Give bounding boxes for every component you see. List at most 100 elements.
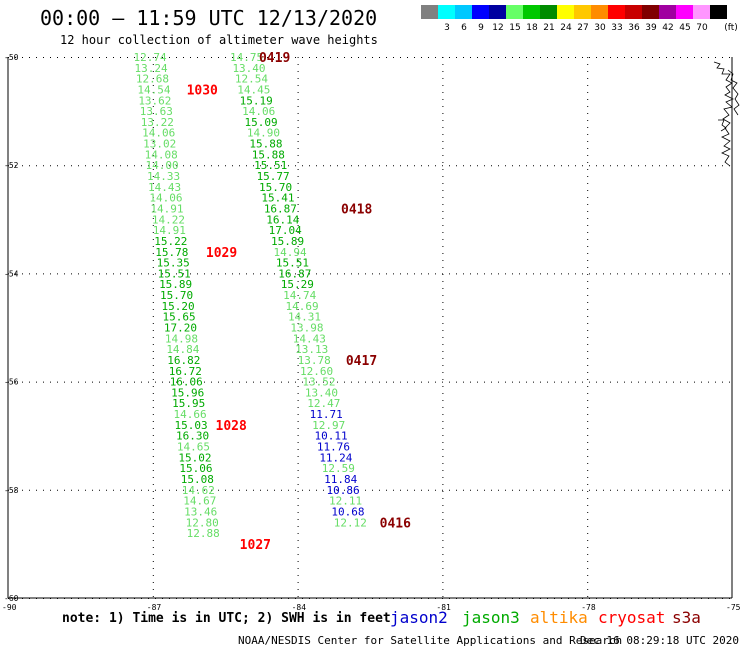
wave-height-value: 15.03 [175, 419, 208, 432]
scale-swatch [693, 5, 710, 19]
wave-height-value: 13.24 [134, 62, 167, 75]
wave-height-value: 16.30 [176, 430, 209, 443]
wave-height-value: 15.51 [276, 257, 309, 270]
wave-height-value: 14.22 [152, 213, 185, 226]
wave-height-value: 12.60 [300, 365, 333, 378]
wave-height-value: 14.43 [293, 332, 326, 345]
wave-height-value: 13.40 [232, 62, 265, 75]
wave-height-value: 15.65 [162, 311, 195, 324]
wave-height-value: 14.45 [237, 83, 270, 96]
wave-height-value: 15.08 [181, 473, 214, 486]
wave-height-value: 11.76 [317, 441, 350, 454]
wave-height-value: 16.14 [266, 213, 299, 226]
wave-height-value: 15.95 [172, 397, 205, 410]
wave-height-value: 12.11 [329, 495, 362, 508]
lon-label: -75 [726, 603, 740, 612]
scale-label: 45 [679, 23, 691, 33]
scale-swatch [557, 5, 574, 19]
scale-label: 39 [645, 23, 657, 33]
wave-height-value: 11.24 [319, 451, 352, 464]
wave-height-value: 15.51 [158, 267, 191, 280]
wave-height-value: 14.08 [145, 148, 178, 161]
scale-swatch [608, 5, 625, 19]
wave-height-value: 12.88 [187, 527, 220, 540]
pass-time-label: 1030 [187, 83, 218, 98]
lat-lon-grid [7, 57, 733, 599]
wave-height-value: 15.35 [157, 257, 190, 270]
scale-swatch [421, 5, 438, 19]
wave-height-value: 15.70 [160, 289, 193, 302]
wave-height-value: 15.77 [257, 170, 290, 183]
scale-swatch [489, 5, 506, 19]
wave-height-value: 13.02 [143, 138, 176, 151]
wave-height-value: 11.71 [310, 408, 343, 421]
pass-time-label: 1029 [206, 246, 237, 261]
wave-height-value: 14.43 [148, 181, 181, 194]
wave-height-value: 15.20 [161, 300, 194, 313]
wave-height-value: 14.06 [242, 105, 275, 118]
wave-height-value: 12.68 [136, 73, 169, 86]
lat-label: -56 [4, 378, 19, 387]
scale-label: 12 [492, 23, 504, 33]
wave-height-value: 15.96 [171, 386, 204, 399]
pass-time-label: 0418 [341, 202, 372, 217]
axis-labels: -50 -52 -54 -56 -58 -60-90 -87 -84 -81 -78 -75 [2, 53, 740, 612]
wave-height-value: 15.09 [245, 116, 278, 129]
wave-height-value: 14.06 [142, 127, 175, 140]
wave-height-value: 13.98 [290, 322, 323, 335]
wave-height-value: 12.54 [235, 73, 268, 86]
footer-note: note: 1) Time is in UTC; 2) SWH is in fe… [62, 611, 391, 626]
wave-height-value: 14.67 [183, 495, 216, 508]
scale-unit: (ft) [724, 23, 738, 33]
lon-label: -90 [2, 603, 17, 612]
wave-height-value: 15.06 [179, 462, 212, 475]
wave-height-value: 12.97 [312, 419, 345, 432]
wave-height-value: 16.87 [278, 267, 311, 280]
wave-height-value: 10.68 [331, 505, 364, 518]
coastline [713, 61, 740, 167]
scale-label: 70 [696, 23, 708, 33]
lat-label: -58 [4, 486, 19, 495]
pass-time-label: 0417 [346, 354, 377, 369]
legend-item-s3a: s3a [672, 608, 701, 627]
wave-height-value: 11.84 [324, 473, 357, 486]
wave-height-value: 14.84 [166, 343, 199, 356]
scale-swatch [438, 5, 455, 19]
scale-swatch [574, 5, 591, 19]
scale-label: 15 [509, 23, 521, 33]
wave-height-value: 14.66 [174, 408, 207, 421]
wave-height-value: 16.87 [264, 202, 297, 215]
wave-height-value: 15.89 [271, 235, 304, 248]
scale-swatch [625, 5, 642, 19]
wave-height-value: 14.31 [288, 311, 321, 324]
pass-time-label: 0419 [259, 51, 290, 66]
coastline-path [713, 61, 734, 167]
wave-height-value: 12.12 [334, 516, 367, 529]
wave-height-value: 15.89 [159, 278, 192, 291]
wave-height-value: 14.33 [147, 170, 180, 183]
lon-label: -87 [147, 603, 162, 612]
footer-credit: NOAA/NESDIS Center for Satellite Applica… [238, 634, 623, 647]
lon-label: -78 [581, 603, 596, 612]
coastline-path [727, 69, 740, 116]
scale-label: 21 [543, 23, 555, 33]
lon-label: -81 [436, 603, 451, 612]
wave-height-value: 15.19 [240, 94, 273, 107]
wave-height-value: 13.22 [141, 116, 174, 129]
wave-height-value: 14.00 [146, 159, 179, 172]
wave-height-tracks: 12.7413.2412.6814.5413.6213.6313.2214.06… [133, 51, 366, 540]
wave-height-value: 13.78 [298, 354, 331, 367]
lat-label: -54 [4, 269, 19, 278]
scale-swatch [676, 5, 693, 19]
legend-item-altika: altika [530, 608, 588, 627]
wave-height-value: 14.94 [273, 246, 306, 259]
wave-height-value: 14.74 [283, 289, 316, 302]
scale-label: 30 [594, 23, 606, 33]
lat-label: -52 [4, 161, 19, 170]
lon-label: -84 [292, 603, 307, 612]
wave-height-value: 15.29 [281, 278, 314, 291]
map-title: 00:00 – 11:59 UTC 12/13/2020 [40, 6, 378, 30]
wave-height-value: 13.52 [302, 376, 335, 389]
scale-label: 9 [478, 23, 484, 33]
